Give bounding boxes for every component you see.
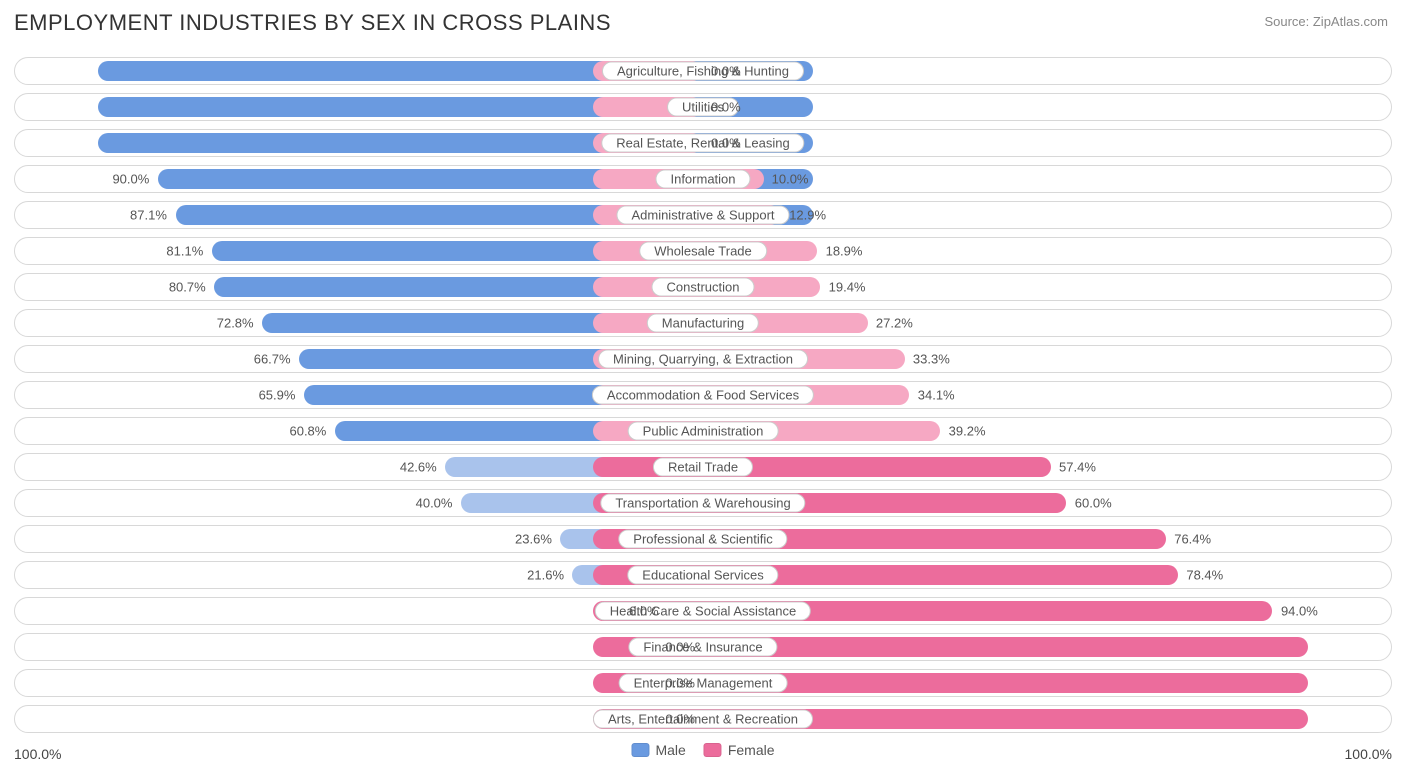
male-percent-label: 6.0% bbox=[629, 604, 659, 619]
female-percent-label: 10.0% bbox=[772, 172, 809, 187]
male-swatch-icon bbox=[631, 743, 649, 757]
row-center-label: Enterprise Management bbox=[619, 674, 788, 693]
male-percent-label: 42.6% bbox=[400, 460, 437, 475]
chart-row: Finance & Insurance0.0% 100.0% bbox=[14, 630, 1392, 664]
male-percent-label: 40.0% bbox=[416, 496, 453, 511]
row-center-label: Retail Trade bbox=[653, 458, 753, 477]
legend-item-male: Male bbox=[631, 742, 685, 758]
axis-left-label: 100.0% bbox=[14, 746, 61, 762]
row-center-label: Finance & Insurance bbox=[628, 638, 777, 657]
chart-row: Manufacturing 72.8% 27.2% bbox=[14, 306, 1392, 340]
axis-right-label: 100.0% bbox=[1345, 746, 1392, 762]
row-center-label: Information bbox=[655, 170, 750, 189]
female-percent-label: 94.0% bbox=[1281, 604, 1318, 619]
chart-row: Accommodation & Food Services 65.9% 34.1% bbox=[14, 378, 1392, 412]
row-center-label: Transportation & Warehousing bbox=[600, 494, 805, 513]
chart-row: Retail Trade 42.6% 57.4% bbox=[14, 450, 1392, 484]
legend-female-label: Female bbox=[728, 742, 775, 758]
row-center-label: Agriculture, Fishing & Hunting bbox=[602, 62, 804, 81]
male-percent-label: 23.6% bbox=[515, 532, 552, 547]
legend-item-female: Female bbox=[704, 742, 775, 758]
row-center-label: Professional & Scientific bbox=[618, 530, 787, 549]
female-percent-label: 18.9% bbox=[826, 244, 863, 259]
chart-row: Health Care & Social Assistance6.0% 94.0% bbox=[14, 594, 1392, 628]
chart-row: Enterprise Management0.0% 100.0% bbox=[14, 666, 1392, 700]
chart-row: Construction 80.7% 19.4% bbox=[14, 270, 1392, 304]
chart-row: Administrative & Support 87.1% 12.9% bbox=[14, 198, 1392, 232]
female-percent-label: 76.4% bbox=[1174, 532, 1211, 547]
female-percent-label: 19.4% bbox=[829, 280, 866, 295]
female-percent-label: 57.4% bbox=[1059, 460, 1096, 475]
female-percent-label: 100.0% bbox=[1336, 712, 1380, 727]
male-percent-label: 0.0% bbox=[665, 676, 695, 691]
chart-row: Information 90.0% 10.0% bbox=[14, 162, 1392, 196]
female-percent-label: 33.3% bbox=[913, 352, 950, 367]
chart-row: Real Estate, Rental & Leasing 100.0% 0.0% bbox=[14, 126, 1392, 160]
chart-footer: 100.0% Male Female 100.0% bbox=[14, 740, 1392, 768]
chart-row: Educational Services 21.6% 78.4% bbox=[14, 558, 1392, 592]
male-percent-label: 60.8% bbox=[289, 424, 326, 439]
female-percent-label: 78.4% bbox=[1186, 568, 1223, 583]
male-percent-label: 65.9% bbox=[259, 388, 296, 403]
female-percent-label: 27.2% bbox=[876, 316, 913, 331]
row-center-label: Arts, Entertainment & Recreation bbox=[593, 710, 813, 729]
chart-row: Mining, Quarrying, & Extraction 66.7% 33.3… bbox=[14, 342, 1392, 376]
source-attribution: Source: ZipAtlas.com bbox=[1264, 14, 1388, 29]
male-percent-label: 72.8% bbox=[217, 316, 254, 331]
row-center-label: Accommodation & Food Services bbox=[592, 386, 814, 405]
male-percent-label: 90.0% bbox=[112, 172, 149, 187]
chart-title: EMPLOYMENT INDUSTRIES BY SEX IN CROSS PL… bbox=[14, 10, 611, 36]
male-percent-label: 66.7% bbox=[254, 352, 291, 367]
chart-row: Wholesale Trade 81.1% 18.9% bbox=[14, 234, 1392, 268]
row-center-label: Construction bbox=[652, 278, 755, 297]
row-center-label: Public Administration bbox=[628, 422, 779, 441]
chart-row: Transportation & Warehousing 40.0% 60.0% bbox=[14, 486, 1392, 520]
chart-row: Agriculture, Fishing & Hunting 100.0% 0.0% bbox=[14, 54, 1392, 88]
row-center-label: Educational Services bbox=[627, 566, 778, 585]
male-percent-label: 81.1% bbox=[166, 244, 203, 259]
male-percent-label: 80.7% bbox=[169, 280, 206, 295]
male-percent-label: 21.6% bbox=[527, 568, 564, 583]
chart-row: Professional & Scientific 23.6% 76.4% bbox=[14, 522, 1392, 556]
male-percent-label: 0.0% bbox=[665, 640, 695, 655]
male-percent-label: 87.1% bbox=[130, 208, 167, 223]
female-percent-label: 100.0% bbox=[1336, 640, 1380, 655]
row-center-label: Administrative & Support bbox=[616, 206, 789, 225]
chart-row: Public Administration 60.8% 39.2% bbox=[14, 414, 1392, 448]
female-percent-label: 12.9% bbox=[789, 208, 826, 223]
female-swatch-icon bbox=[704, 743, 722, 757]
row-center-label: Manufacturing bbox=[647, 314, 759, 333]
female-percent-label: 0.0% bbox=[711, 100, 741, 115]
female-percent-label: 0.0% bbox=[711, 136, 741, 151]
row-center-label: Health Care & Social Assistance bbox=[595, 602, 811, 621]
chart-row: Utilities100.0%0.0% bbox=[14, 90, 1392, 124]
male-percent-label: 100.0% bbox=[26, 64, 70, 79]
male-percent-label: 100.0% bbox=[26, 100, 70, 115]
row-center-label: Real Estate, Rental & Leasing bbox=[601, 134, 804, 153]
chart-area: Agriculture, Fishing & Hunting 100.0% 0.0%… bbox=[14, 54, 1392, 738]
female-percent-label: 0.0% bbox=[711, 64, 741, 79]
legend-male-label: Male bbox=[655, 742, 685, 758]
row-center-label: Wholesale Trade bbox=[639, 242, 767, 261]
male-percent-label: 100.0% bbox=[26, 136, 70, 151]
female-percent-label: 39.2% bbox=[949, 424, 986, 439]
male-percent-label: 0.0% bbox=[665, 712, 695, 727]
female-percent-label: 60.0% bbox=[1075, 496, 1112, 511]
row-center-label: Mining, Quarrying, & Extraction bbox=[598, 350, 808, 369]
female-percent-label: 100.0% bbox=[1336, 676, 1380, 691]
legend: Male Female bbox=[631, 742, 774, 758]
chart-row: Arts, Entertainment & Recreation0.0% 100.… bbox=[14, 702, 1392, 736]
female-percent-label: 34.1% bbox=[918, 388, 955, 403]
